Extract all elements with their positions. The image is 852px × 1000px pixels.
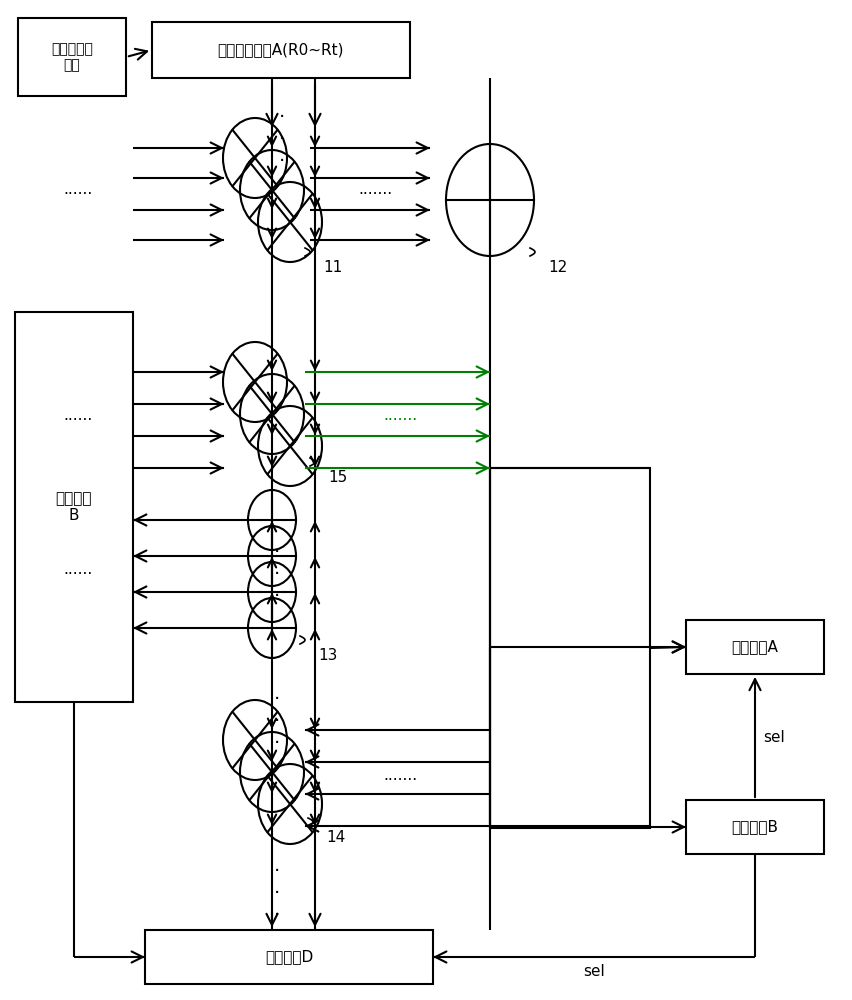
Text: ·
·
·: · · ·	[273, 690, 280, 753]
Text: 14: 14	[326, 830, 345, 845]
Text: 15: 15	[328, 470, 348, 485]
Text: 控制逻辑B: 控制逻辑B	[732, 820, 779, 834]
Text: sel: sel	[583, 964, 605, 980]
Text: ·
·
·: · · ·	[273, 544, 280, 606]
Text: ·······: ·······	[358, 188, 392, 202]
Text: ·
·
·: · · ·	[273, 862, 280, 925]
Text: ·······: ·······	[383, 412, 417, 428]
Bar	[152, 22, 410, 78]
Text: ······: ······	[63, 568, 93, 582]
Text: ······: ······	[63, 412, 93, 428]
Text: 11: 11	[323, 260, 343, 275]
Text: 寄存器组D: 寄存器组D	[265, 950, 314, 964]
Bar	[145, 930, 433, 984]
Text: 寄存器组
B: 寄存器组 B	[55, 491, 92, 523]
Text: 伴随式寄存
器组: 伴随式寄存 器组	[51, 42, 93, 72]
Text: ·······: ·······	[383, 772, 417, 788]
Bar	[686, 620, 824, 674]
Text: 12: 12	[548, 260, 567, 275]
Text: sel: sel	[763, 730, 785, 744]
Text: 移位寄存器组A(R0~Rt): 移位寄存器组A(R0~Rt)	[218, 42, 344, 57]
Text: 13: 13	[318, 648, 337, 663]
Text: ·
·
·: · · ·	[279, 108, 285, 171]
Bar	[490, 468, 650, 828]
Bar	[18, 18, 126, 96]
Text: 控制逻辑A: 控制逻辑A	[732, 640, 779, 654]
Text: ······: ······	[63, 188, 93, 202]
Bar	[686, 800, 824, 854]
Bar	[15, 312, 133, 702]
